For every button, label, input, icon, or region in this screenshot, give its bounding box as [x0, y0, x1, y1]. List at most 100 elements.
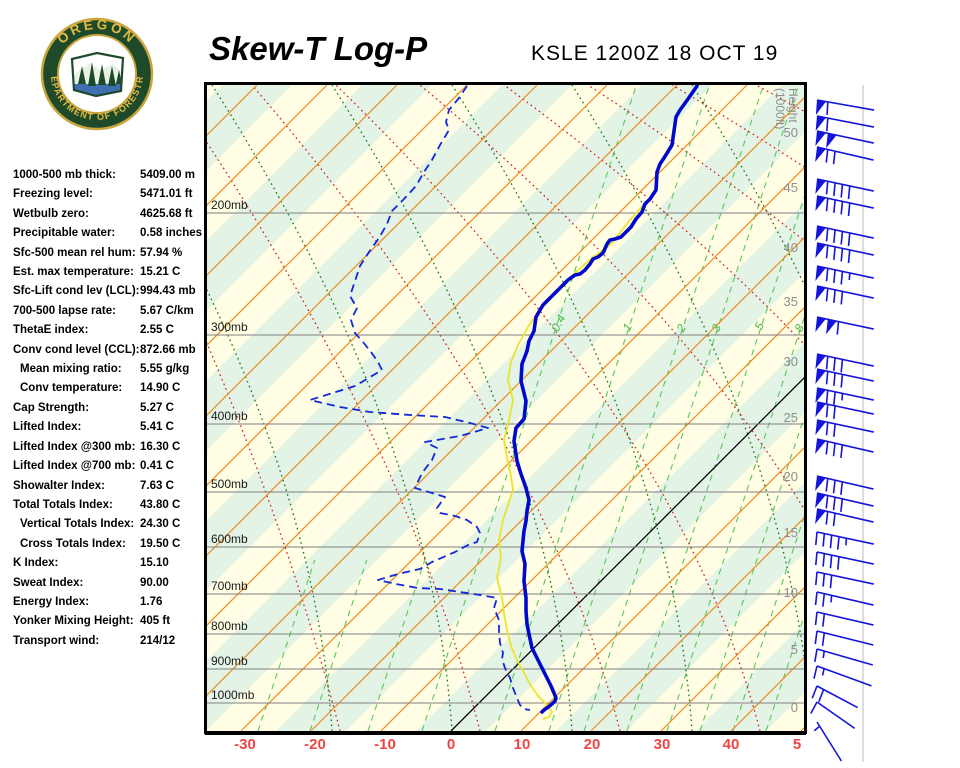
- wind-barb: [815, 242, 874, 264]
- index-row: Sfc-500 mean rel hum: 57.94 %: [13, 244, 208, 263]
- wind-barb: [815, 265, 874, 285]
- wind-barb: [815, 387, 874, 405]
- index-value: 405 ft: [140, 615, 171, 628]
- barb-full-10kt: [822, 533, 826, 547]
- index-label: Precipitable water:: [13, 227, 116, 240]
- index-label: Sfc-500 mean rel hum:: [13, 246, 136, 259]
- wind-barb: [815, 146, 874, 165]
- index-label: Mean mixing ratio:: [20, 363, 122, 376]
- index-row: Transport wind: 214/12: [13, 632, 208, 651]
- index-value: 214/12: [140, 634, 176, 647]
- barb-shaft: [816, 611, 874, 626]
- index-value: 872.66 mb: [140, 343, 196, 356]
- barb-full-10kt: [836, 556, 840, 570]
- barb-full-10kt: [822, 573, 826, 587]
- barb-full-10kt: [833, 289, 836, 303]
- barb-full-10kt: [813, 665, 818, 679]
- index-label: Conv cond level (CCL):: [13, 343, 140, 356]
- index-row: Mean mixing ratio: 5.55 g/kg: [13, 360, 208, 379]
- barb-full-10kt: [833, 405, 836, 419]
- wind-barb: [815, 419, 874, 437]
- mixing-ratio-line: [494, 85, 710, 731]
- barb-flag-50kt: [815, 131, 826, 146]
- barb-full-10kt: [840, 359, 844, 373]
- barb-full-10kt: [840, 374, 844, 388]
- barb-full-10kt: [829, 535, 833, 549]
- barb-full-10kt: [814, 648, 818, 663]
- barb-full-10kt: [825, 268, 829, 282]
- barb-flag-50kt: [815, 147, 826, 162]
- barb-shaft: [816, 591, 874, 606]
- index-value: 5.67 C/km: [140, 304, 194, 317]
- index-row: Energy Index: 1.76: [13, 593, 208, 612]
- barb-full-10kt: [825, 371, 829, 385]
- barb-shaft: [816, 242, 874, 256]
- index-value: 16.30 C: [140, 440, 181, 453]
- barb-full-10kt: [832, 443, 836, 457]
- barb-full-10kt: [840, 291, 844, 305]
- isotherm-line: [207, 97, 804, 696]
- index-row: 1000-500 mb thick: 5409.00 m: [13, 166, 208, 185]
- barb-full-10kt: [833, 229, 836, 243]
- barb-shaft: [816, 368, 874, 382]
- barb-full-10kt: [833, 357, 836, 371]
- barb-full-10kt: [810, 701, 818, 714]
- wind-barb: [814, 551, 874, 570]
- index-value: 24.30 C: [140, 518, 181, 531]
- isotherm-line: [207, 85, 608, 486]
- index-label: Lifted Index @700 mb:: [13, 460, 136, 473]
- barb-shaft: [816, 630, 874, 646]
- wind-barb: [814, 591, 874, 607]
- moist-adiabat-line: [451, 85, 693, 731]
- barb-full-10kt: [829, 575, 833, 589]
- sounding-profiles: [309, 85, 699, 720]
- barb-full-10kt: [833, 391, 836, 405]
- barb-flag-50kt: [815, 226, 826, 241]
- barb-full-10kt: [847, 185, 851, 200]
- mixing-ratio-line: [257, 559, 316, 731]
- barb-shaft: [816, 701, 856, 730]
- index-label: Yonker Mixing Height:: [13, 615, 134, 628]
- page-title: Skew-T Log-P: [209, 30, 428, 67]
- index-label: Conv temperature:: [20, 382, 123, 395]
- mixing-ratio-line: [765, 614, 804, 731]
- index-label: Sfc-Lift cond lev (LCL):: [13, 285, 140, 298]
- index-row: K Index: 15.10: [13, 554, 208, 573]
- barb-flag-50kt: [826, 319, 837, 335]
- barb-full-10kt: [825, 118, 829, 132]
- isotherm-line: [380, 307, 804, 731]
- barb-flag-50kt: [815, 354, 826, 369]
- barb-full-10kt: [825, 422, 829, 436]
- dry-adiabat-line: [587, 85, 804, 242]
- barb-shaft: [816, 353, 874, 367]
- barb-full-10kt: [814, 551, 818, 566]
- wind-barb: [815, 99, 875, 116]
- barb-full-10kt: [832, 480, 836, 494]
- barb-full-10kt: [832, 497, 836, 511]
- wind-barb: [810, 701, 856, 730]
- barb-flag-50kt: [815, 402, 826, 417]
- isotherm-line: [590, 517, 804, 731]
- barb-flag-50kt: [815, 116, 826, 132]
- barb-full-10kt: [818, 689, 825, 702]
- index-label: Cross Totals Index:: [20, 537, 126, 550]
- index-value: 0.41 C: [140, 460, 174, 473]
- wind-barb: [814, 571, 874, 589]
- band-green-stripe: [207, 85, 712, 590]
- barb-half-5kt: [822, 650, 826, 659]
- barb-full-10kt: [825, 495, 829, 509]
- barb-half-5kt: [813, 725, 821, 732]
- isotherm-line: [207, 85, 398, 276]
- barb-full-10kt: [825, 181, 829, 195]
- isotherm-line: [207, 85, 468, 346]
- barb-shaft: [816, 571, 874, 585]
- index-label: Freezing level:: [13, 188, 93, 201]
- mixing-ratio-line: [583, 85, 799, 731]
- index-label: Est. max temperature:: [13, 266, 134, 279]
- index-row: Est. max temperature: 15.21 C: [13, 263, 208, 282]
- isotherm-line: [240, 167, 804, 731]
- barb-flag-50kt: [815, 179, 826, 194]
- index-label: 1000-500 mb thick:: [13, 169, 116, 181]
- barb-flag-50kt: [815, 286, 826, 301]
- barb-half-5kt: [821, 668, 825, 676]
